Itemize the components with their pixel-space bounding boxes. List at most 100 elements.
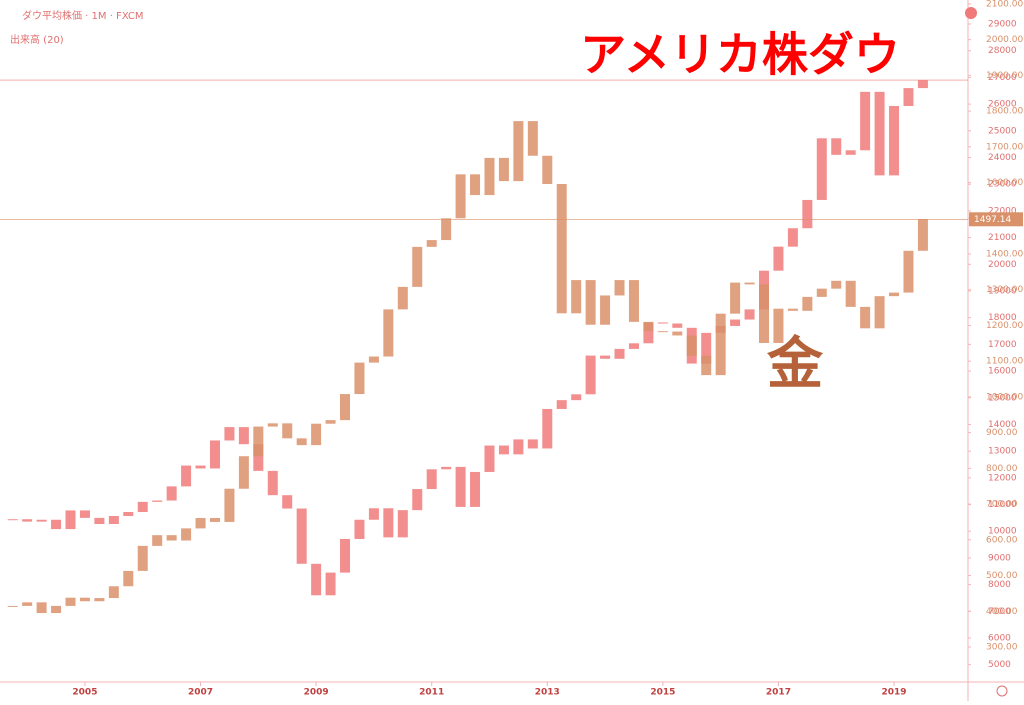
candle	[816, 288, 827, 297]
y-tick-label: 19000	[988, 286, 1017, 296]
candle	[296, 438, 307, 446]
candle	[802, 296, 813, 311]
candle	[296, 508, 307, 564]
candle	[166, 535, 177, 541]
candle	[51, 605, 62, 614]
x-tick-label: 2019	[881, 688, 906, 698]
candle	[181, 528, 192, 541]
candle	[7, 519, 18, 521]
candle	[209, 440, 220, 469]
y-tick-label: 6000	[988, 634, 1011, 644]
y-tick-label: 12000	[988, 473, 1017, 483]
candle	[787, 228, 798, 247]
candle	[787, 308, 798, 311]
candle	[51, 519, 62, 530]
candle	[311, 423, 322, 446]
y-tick-label: 9000	[988, 553, 1011, 563]
y-tick-label: 8000	[988, 580, 1011, 590]
candle	[195, 518, 206, 529]
candle	[397, 286, 408, 310]
candle	[903, 88, 914, 106]
x-tick-label: 2005	[72, 688, 97, 698]
candle	[527, 121, 538, 156]
candle	[845, 150, 856, 155]
candle	[889, 105, 900, 176]
y2-tick-label: 1700.00	[986, 142, 1023, 152]
candle	[657, 331, 668, 333]
volume-label: 出来高 (20)	[10, 33, 64, 46]
candle	[311, 563, 322, 596]
y2-tick-label: 1300.00	[986, 285, 1023, 295]
candle	[730, 319, 741, 326]
y-tick-label: 13000	[988, 447, 1017, 457]
candle	[628, 280, 639, 322]
candle	[181, 465, 192, 487]
candle	[7, 605, 18, 607]
candle	[614, 280, 625, 296]
candle	[94, 598, 105, 602]
candle	[498, 445, 509, 455]
y-tick-label: 5000	[988, 660, 1011, 670]
candle	[267, 423, 278, 427]
candle	[600, 295, 611, 325]
y-tick-label: 14000	[988, 420, 1017, 430]
candle	[831, 280, 842, 289]
candle	[195, 465, 206, 469]
candle	[903, 250, 914, 293]
candle	[816, 138, 827, 200]
x-tick-label: 2017	[766, 688, 791, 698]
candle	[79, 510, 90, 518]
y2-tick-label: 600.00	[986, 535, 1018, 545]
candle	[253, 444, 264, 471]
y-tick-label: 28000	[988, 46, 1017, 56]
candle	[79, 597, 90, 602]
candle	[441, 466, 452, 470]
y-tick-label: 29000	[988, 20, 1017, 30]
candle	[542, 155, 553, 184]
y2-tick-label: 900.00	[986, 428, 1018, 438]
candle	[22, 519, 33, 522]
x-tick-label: 2011	[419, 688, 444, 698]
candle	[267, 470, 278, 496]
candle	[383, 508, 394, 538]
candle	[917, 219, 928, 251]
y-tick-label: 18000	[988, 313, 1017, 323]
candle	[455, 466, 466, 507]
candle	[672, 331, 683, 336]
y-tick-label: 15000	[988, 393, 1017, 403]
candle	[527, 439, 538, 449]
candle	[224, 488, 235, 522]
candle	[498, 157, 509, 182]
y2-tick-label: 1800.00	[986, 107, 1023, 117]
candle	[65, 597, 76, 606]
candle	[354, 519, 365, 539]
y-tick-label: 27000	[988, 73, 1017, 83]
candle	[152, 535, 163, 546]
candle	[36, 519, 47, 522]
candle	[917, 80, 928, 89]
y2-tick-label: 300.00	[986, 642, 1018, 652]
candle	[137, 545, 148, 571]
candle	[253, 426, 264, 457]
settings-icon[interactable]	[996, 685, 1008, 697]
last-price-tag	[969, 212, 1023, 227]
y-tick-label: 16000	[988, 367, 1017, 377]
y-tick-label: 26000	[988, 100, 1017, 110]
y2-tick-label: 700.00	[986, 500, 1018, 510]
y2-tick-label: 800.00	[986, 464, 1018, 474]
candle	[686, 335, 697, 356]
y-tick-label: 22000	[988, 206, 1017, 216]
candle	[744, 282, 755, 285]
candle	[340, 394, 351, 421]
candle	[701, 355, 712, 376]
candle	[238, 427, 249, 445]
candle	[108, 586, 119, 599]
candle	[123, 512, 134, 517]
candle	[758, 284, 769, 343]
chart-subtitle: 金	[766, 332, 824, 397]
candle	[36, 602, 47, 614]
alert-icon[interactable]	[965, 7, 977, 19]
candle	[556, 400, 567, 409]
candle	[860, 306, 871, 329]
